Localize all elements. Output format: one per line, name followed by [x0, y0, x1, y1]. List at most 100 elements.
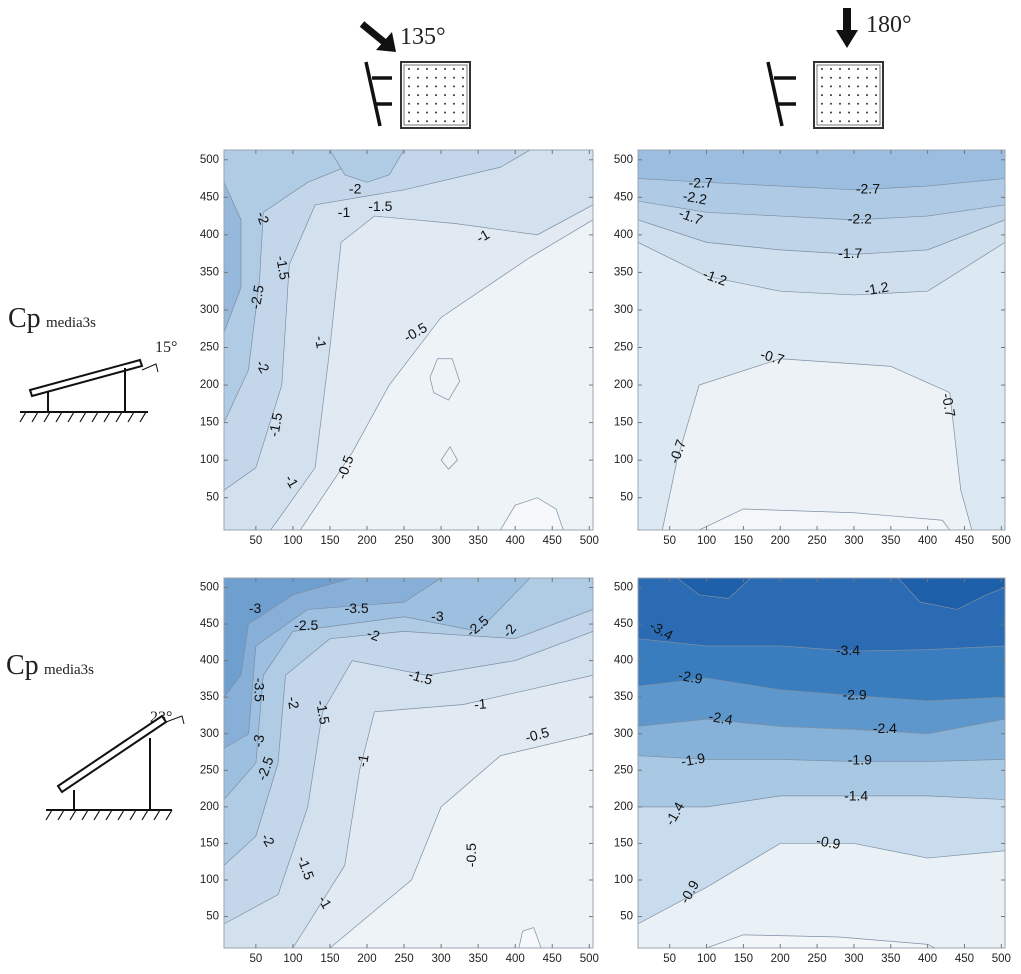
icon-dot — [444, 85, 446, 87]
icon-dot — [417, 120, 419, 122]
icon-dot — [417, 77, 419, 79]
icon-dot — [821, 85, 823, 87]
icon-dot — [839, 120, 841, 122]
icon-dot — [875, 112, 877, 114]
icon-dot — [462, 103, 464, 105]
y-tick-label: 250 — [614, 764, 633, 776]
x-tick-label: 300 — [432, 953, 451, 965]
icon-dot — [408, 103, 410, 105]
icon-dot — [848, 85, 850, 87]
y-tick-label: 250 — [614, 342, 633, 354]
icon-dot — [462, 120, 464, 122]
y-tick-label: 200 — [614, 801, 633, 813]
icon-dot — [830, 94, 832, 96]
icon-dot — [848, 120, 850, 122]
icon-dot — [462, 77, 464, 79]
cp-subscript: media3s — [44, 662, 94, 678]
contour-label: -3.5 — [345, 600, 369, 616]
icon-dot — [875, 94, 877, 96]
y-tick-label: 150 — [200, 837, 219, 849]
y-tick-label: 50 — [206, 492, 219, 504]
icon-dot — [848, 68, 850, 70]
icon-dot — [866, 85, 868, 87]
x-tick-label: 300 — [432, 535, 451, 547]
contour-label: -2.5 — [294, 617, 318, 633]
y-tick-label: 150 — [614, 837, 633, 849]
icon-dot — [848, 94, 850, 96]
y-tick-label: 200 — [614, 379, 633, 391]
icon-dot — [857, 103, 859, 105]
contour-label: -3.5 — [251, 678, 267, 702]
icon-dot — [857, 68, 859, 70]
icon-dot — [857, 112, 859, 114]
icon-dot — [821, 112, 823, 114]
icon-dot — [866, 112, 868, 114]
cp-symbol: Cp — [6, 650, 39, 681]
icon-dot — [453, 77, 455, 79]
icon-dot — [875, 103, 877, 105]
x-tick-label: 450 — [543, 535, 562, 547]
x-tick-label: 200 — [771, 535, 790, 547]
y-tick-label: 350 — [200, 691, 219, 703]
icon-dot — [408, 112, 410, 114]
x-tick-label: 150 — [320, 953, 339, 965]
y-tick-label: 300 — [614, 304, 633, 316]
icon-dot — [417, 103, 419, 105]
icon-dot — [875, 85, 877, 87]
icon-dot — [426, 94, 428, 96]
icon-dot — [426, 77, 428, 79]
x-tick-label: 400 — [918, 535, 937, 547]
x-tick-label: 150 — [734, 953, 753, 965]
y-tick-label: 400 — [200, 229, 219, 241]
icon-dot — [830, 77, 832, 79]
icon-dot — [848, 77, 850, 79]
icon-dot — [830, 103, 832, 105]
icon-dot — [453, 68, 455, 70]
contour-label: -1.4 — [844, 787, 868, 803]
icon-dot — [830, 85, 832, 87]
icon-dot — [408, 94, 410, 96]
figure: 135° 180° Cp media3s 15° Cp media3s — [0, 0, 1021, 974]
icon-dot — [866, 94, 868, 96]
icon-dot — [453, 103, 455, 105]
x-tick-label: 150 — [320, 535, 339, 547]
angle-label: 135° — [400, 24, 446, 50]
contour-label: -2.7 — [856, 181, 880, 197]
y-tick-label: 100 — [614, 874, 633, 886]
y-tick-label: 400 — [614, 655, 633, 667]
tilt-label: 15° — [155, 339, 177, 356]
icon-dot — [866, 120, 868, 122]
y-tick-label: 50 — [206, 911, 219, 923]
x-tick-label: 50 — [249, 535, 262, 547]
icon-dot — [408, 68, 410, 70]
x-tick-label: 350 — [881, 535, 900, 547]
y-tick-label: 500 — [614, 154, 633, 166]
icon-dot — [453, 112, 455, 114]
y-tick-label: 50 — [620, 911, 633, 923]
icon-dot — [821, 77, 823, 79]
y-tick-label: 300 — [614, 728, 633, 740]
icon-dot — [866, 103, 868, 105]
icon-dot — [857, 120, 859, 122]
icon-dot — [426, 120, 428, 122]
icon-dot — [417, 68, 419, 70]
y-tick-label: 400 — [614, 229, 633, 241]
icon-dot — [444, 94, 446, 96]
icon-dot — [453, 120, 455, 122]
contour-label: -1.9 — [848, 752, 872, 768]
wind-arrow — [843, 8, 851, 32]
icon-dot — [857, 85, 859, 87]
contour-label: -3.4 — [836, 642, 860, 658]
y-tick-label: 500 — [200, 582, 219, 594]
icon-dot — [426, 68, 428, 70]
x-tick-label: 350 — [469, 953, 488, 965]
icon-dot — [417, 94, 419, 96]
y-tick-label: 150 — [200, 417, 219, 429]
icon-dot — [821, 103, 823, 105]
icon-dot — [408, 77, 410, 79]
x-tick-label: 200 — [357, 535, 376, 547]
icon-dot — [857, 77, 859, 79]
cp-symbol: Cp — [8, 303, 41, 334]
x-tick-label: 350 — [469, 535, 488, 547]
x-tick-label: 450 — [955, 535, 974, 547]
